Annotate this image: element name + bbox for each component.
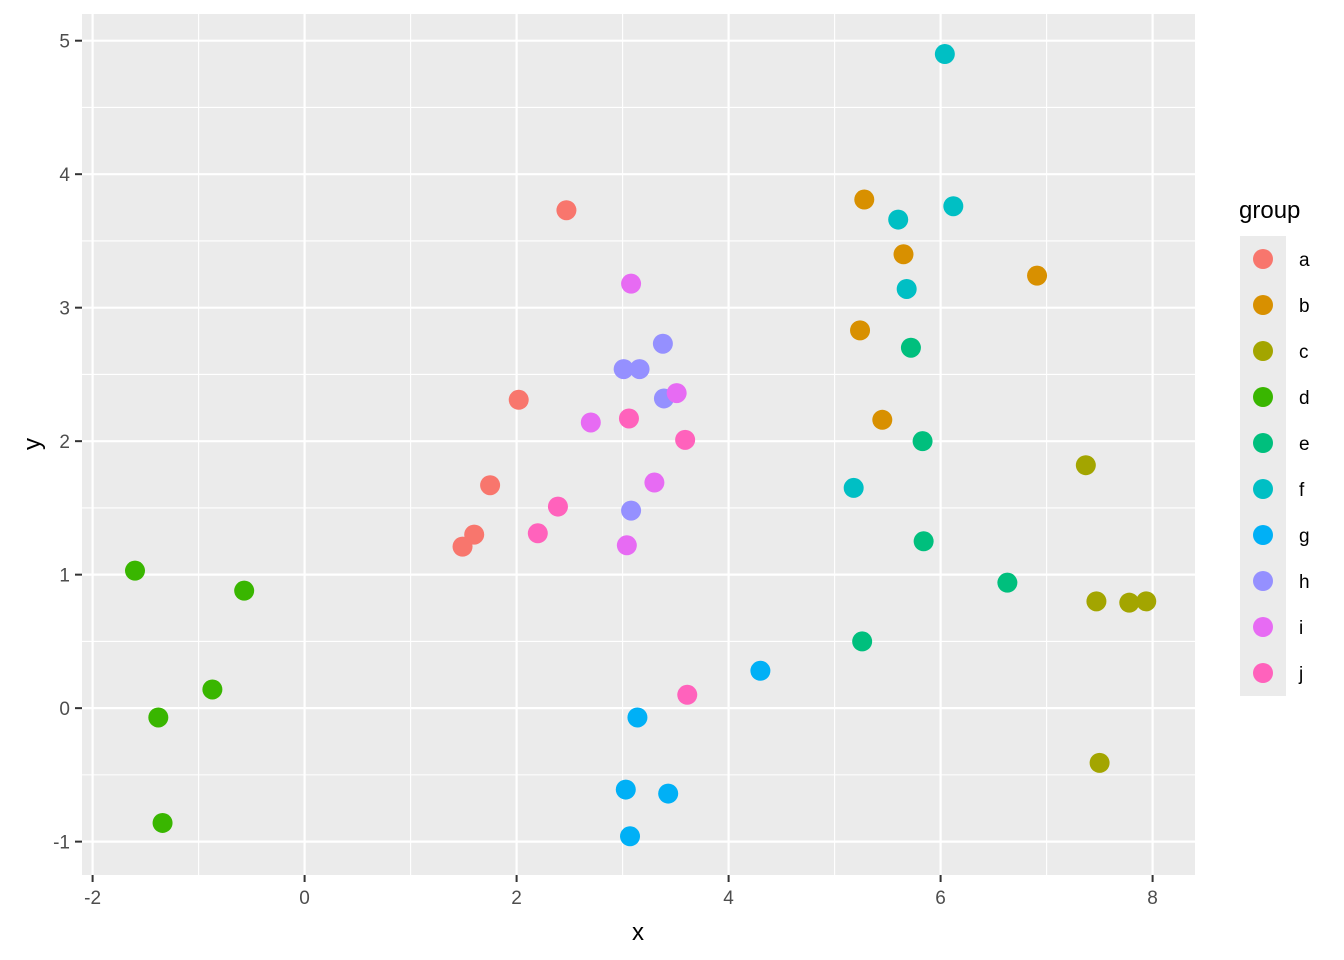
- legend-label-j: j: [1298, 664, 1303, 685]
- point-group-g: [658, 783, 679, 804]
- y-tick-label: 5: [59, 32, 70, 53]
- point-group-i: [580, 412, 601, 433]
- point-group-a: [556, 200, 577, 221]
- point-group-j: [547, 496, 568, 517]
- point-group-c: [1075, 455, 1096, 476]
- point-group-c: [1086, 591, 1107, 612]
- point-group-d: [152, 812, 173, 833]
- point-group-b: [854, 189, 875, 210]
- legend-label-h: h: [1299, 572, 1310, 593]
- point-group-h: [629, 359, 650, 380]
- point-group-f: [843, 477, 864, 498]
- point-group-b: [893, 244, 914, 265]
- y-tick-label: 1: [59, 566, 70, 587]
- point-group-e: [912, 431, 933, 452]
- x-axis: -2 0 2 4 6 8: [84, 875, 1158, 909]
- point-group-h: [652, 333, 673, 354]
- legend-label-d: d: [1299, 388, 1310, 409]
- legend-key-a: [1253, 249, 1273, 269]
- point-group-d: [202, 679, 223, 700]
- point-group-c: [1119, 592, 1140, 613]
- point-group-d: [148, 707, 169, 728]
- x-tick-label: 8: [1147, 888, 1158, 909]
- point-group-g: [627, 707, 648, 728]
- point-group-d: [125, 560, 145, 581]
- panel-background: [82, 14, 1195, 875]
- y-axis: -1 0 1 2 3 4 5: [53, 32, 82, 854]
- legend-label-i: i: [1299, 618, 1303, 639]
- point-group-e: [997, 572, 1018, 593]
- point-group-i: [666, 383, 687, 404]
- point-group-b: [872, 409, 893, 430]
- legend-label-e: e: [1299, 434, 1310, 455]
- point-group-h: [613, 359, 634, 380]
- legend-label-f: f: [1299, 480, 1305, 501]
- point-group-a: [508, 389, 529, 410]
- point-group-g: [620, 826, 641, 847]
- legend-label-c: c: [1299, 342, 1309, 363]
- point-group-a: [452, 536, 473, 557]
- point-group-e: [852, 631, 873, 652]
- x-axis-title: x: [632, 919, 644, 946]
- point-group-j: [618, 408, 639, 429]
- point-group-i: [644, 472, 665, 493]
- legend-key-e: [1253, 433, 1273, 453]
- point-group-j: [527, 523, 548, 544]
- point-group-h: [621, 500, 642, 521]
- point-group-c: [1089, 752, 1110, 773]
- point-group-d: [234, 580, 255, 601]
- y-tick-label: -1: [53, 833, 70, 854]
- point-group-j: [675, 429, 696, 450]
- legend-title: group: [1239, 197, 1300, 224]
- y-tick-label: 3: [59, 299, 70, 320]
- legend-key-d: [1253, 387, 1273, 407]
- y-axis-title: y: [19, 438, 46, 450]
- legend-key-g: [1253, 525, 1273, 545]
- legend: group a b c d e f g h i j: [1239, 197, 1310, 696]
- legend-key-c: [1253, 341, 1273, 361]
- point-group-f: [934, 44, 955, 65]
- y-tick-label: 4: [59, 165, 70, 186]
- legend-label-b: b: [1299, 296, 1310, 317]
- point-group-b: [1027, 265, 1048, 286]
- major-gridlines: [82, 14, 1195, 875]
- point-group-b: [850, 320, 871, 341]
- x-tick-label: 0: [299, 888, 310, 909]
- point-group-e: [913, 531, 934, 552]
- point-group-f: [943, 196, 964, 217]
- point-group-c: [1136, 591, 1157, 612]
- point-group-e: [900, 337, 921, 358]
- y-tick-label: 2: [59, 432, 70, 453]
- legend-label-g: g: [1299, 526, 1310, 547]
- point-group-j: [677, 684, 698, 705]
- x-tick-label: 4: [723, 888, 734, 909]
- legend-label-a: a: [1299, 250, 1310, 271]
- point-group-g: [615, 779, 636, 800]
- y-tick-label: 0: [59, 699, 70, 720]
- x-tick-label: 2: [511, 888, 522, 909]
- point-group-i: [621, 273, 642, 294]
- legend-key-i: [1253, 617, 1273, 637]
- data-points: [125, 44, 1157, 847]
- point-group-f: [896, 278, 917, 299]
- legend-key-f: [1253, 479, 1273, 499]
- legend-key-b: [1253, 295, 1273, 315]
- x-tick-label: -2: [84, 888, 101, 909]
- point-group-i: [616, 535, 637, 556]
- legend-key-j: [1253, 663, 1273, 683]
- point-group-f: [888, 209, 909, 230]
- x-tick-label: 6: [935, 888, 946, 909]
- legend-key-h: [1253, 571, 1273, 591]
- point-group-g: [750, 660, 771, 681]
- point-group-a: [480, 475, 501, 496]
